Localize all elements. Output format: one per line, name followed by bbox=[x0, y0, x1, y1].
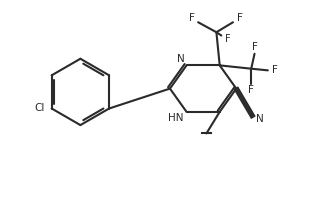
Text: N: N bbox=[256, 114, 264, 124]
Text: F: F bbox=[225, 34, 231, 44]
Text: Cl: Cl bbox=[35, 104, 45, 113]
Text: N: N bbox=[177, 54, 184, 64]
Text: F: F bbox=[252, 42, 258, 52]
Text: F: F bbox=[272, 65, 278, 75]
Text: F: F bbox=[248, 85, 254, 95]
Text: HN: HN bbox=[168, 113, 184, 123]
Text: F: F bbox=[188, 13, 195, 23]
Text: F: F bbox=[237, 13, 243, 23]
